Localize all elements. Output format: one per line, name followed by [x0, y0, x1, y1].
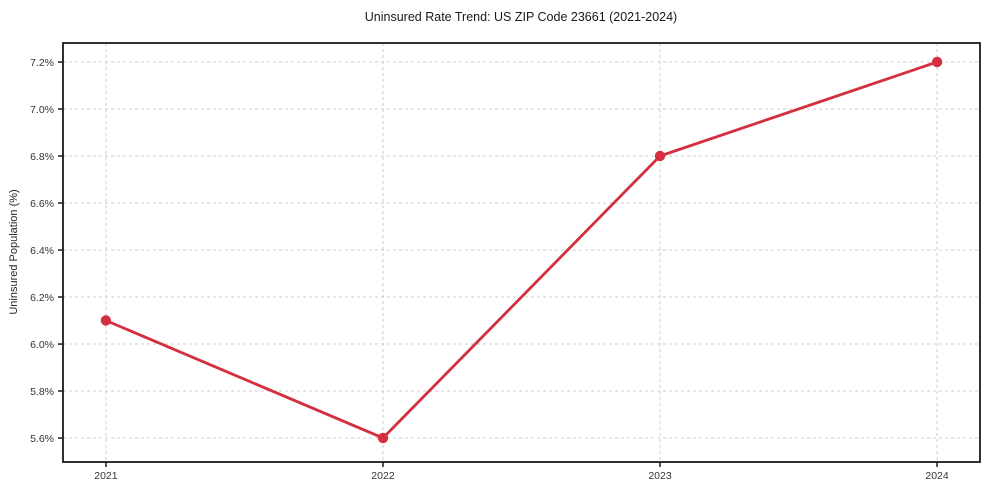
- x-tick-label: 2022: [371, 470, 395, 482]
- x-tick-label: 2023: [648, 470, 672, 482]
- x-tick-label: 2021: [94, 470, 118, 482]
- y-tick-label: 6.0%: [30, 339, 54, 351]
- data-point-marker: [654, 150, 666, 162]
- data-line: [104, 60, 939, 440]
- y-axis-label: Uninsured Population (%): [8, 189, 20, 314]
- data-point-marker: [377, 432, 389, 444]
- y-tick-label: 7.2%: [30, 57, 54, 69]
- y-tick-label: 6.8%: [30, 151, 54, 163]
- data-point-marker: [100, 315, 112, 326]
- y-tick-label: 6.2%: [30, 292, 54, 304]
- axes-spines: [62, 42, 981, 463]
- y-tick-label: 6.6%: [30, 198, 54, 210]
- plot-area: 5.6% 5.8% 6.0% 6.2% 6.4% 6.6% 6.8% 7.0% 7.2% 2021…: [30, 42, 981, 482]
- y-tick-label: 6.4%: [30, 245, 54, 257]
- chart-title: Uninsured Rate Trend: US ZIP Code 23661 …: [365, 10, 677, 24]
- y-tick-label: 5.8%: [30, 386, 54, 398]
- data-point-marker: [931, 56, 943, 68]
- x-tick-label: 2024: [925, 470, 949, 482]
- y-tick-label: 7.0%: [30, 104, 54, 116]
- y-tick-label: 5.6%: [30, 433, 54, 445]
